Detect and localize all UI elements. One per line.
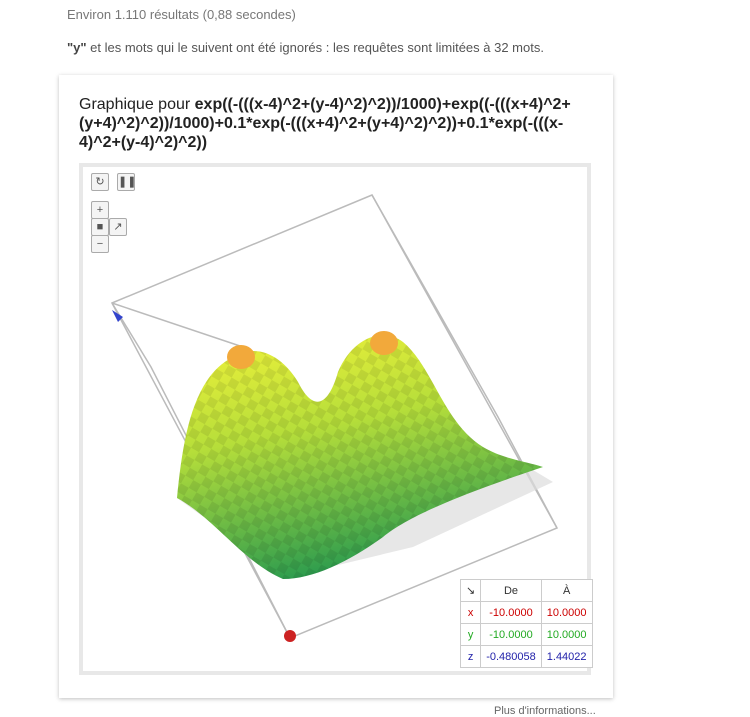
reset-button[interactable]: ↻ <box>91 173 109 191</box>
graph-title: Graphique pour exp((-(((x-4)^2+(y-4)^2)^… <box>79 95 594 152</box>
formula: exp((-(((x-4)^2+(y-4)^2)^2))/1000)+exp((… <box>79 96 571 151</box>
range-value: -0.480058 <box>480 645 542 668</box>
header-cell: De <box>480 579 542 602</box>
result-stats: Environ 1.110 résultats (0,88 secondes) <box>67 7 296 22</box>
graph-card: Graphique pour exp((-(((x-4)^2+(y-4)^2)^… <box>59 75 613 698</box>
axis-name: y <box>459 623 482 646</box>
table-row: y -10.0000 10.0000 <box>459 623 593 646</box>
zoom-out-button[interactable]: − <box>91 235 109 253</box>
table-row: x -10.0000 10.0000 <box>459 601 593 624</box>
range-value: -10.0000 <box>480 601 542 624</box>
camera-button[interactable]: ■ <box>91 218 109 236</box>
peak <box>227 345 255 369</box>
axes-button[interactable]: ↗ <box>109 218 127 236</box>
more-info-link[interactable]: Plus d'informations... <box>494 705 596 717</box>
header-cell: À <box>540 579 593 602</box>
title-prefix: Graphique pour <box>79 96 195 113</box>
table-row: z -0.480058 1.44022 <box>459 645 593 668</box>
ignored-term: "y" <box>67 40 87 55</box>
query-notice: "y" et les mots qui le suivent ont été i… <box>67 40 544 55</box>
peak <box>370 331 398 355</box>
pause-button[interactable]: ❚❚ <box>117 173 136 191</box>
range-value: -10.0000 <box>480 623 542 646</box>
surface-mesh <box>177 335 543 579</box>
surface-plot <box>110 194 559 642</box>
axis-name: z <box>459 645 482 668</box>
header-cell: ↘ <box>459 579 482 602</box>
zoom-in-button[interactable]: + <box>91 201 109 219</box>
range-value: 10.0000 <box>540 601 593 624</box>
notice-text: et les mots qui le suivent ont été ignor… <box>86 40 544 55</box>
range-value: 1.44022 <box>540 645 593 668</box>
axis-arrow <box>112 310 123 322</box>
range-value: 10.0000 <box>540 623 593 646</box>
axis-arrow <box>284 630 296 642</box>
table-header: ↘ De À <box>459 579 593 602</box>
axis-name: x <box>459 601 482 624</box>
